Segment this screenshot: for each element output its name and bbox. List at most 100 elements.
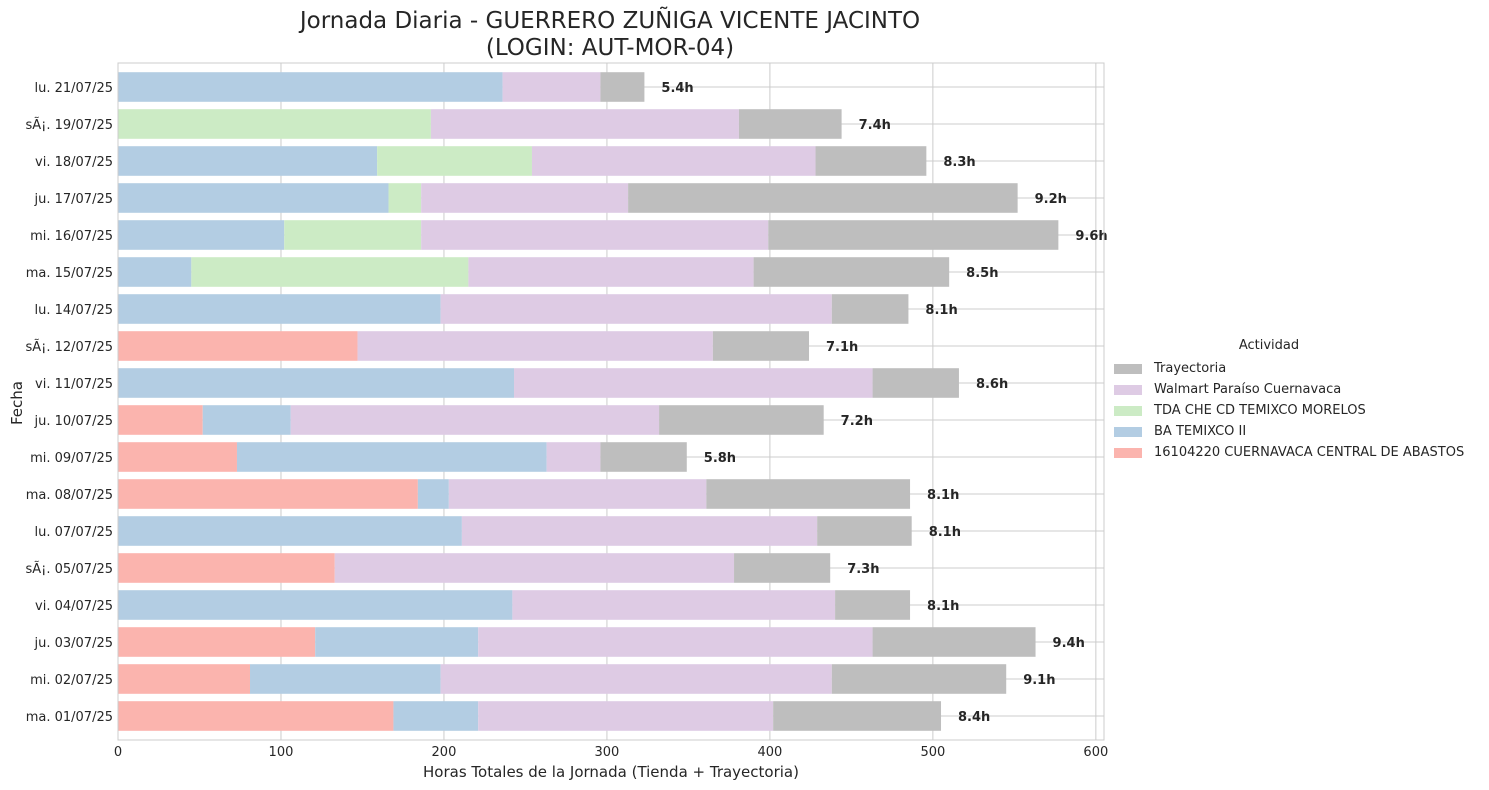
bar-segment (388, 183, 422, 213)
bar-segment (831, 294, 909, 324)
bar-segment (440, 664, 832, 694)
bar-segment (468, 257, 754, 287)
y-tick-label: ma. 08/07/25 (26, 488, 113, 503)
total-label: 7.3h (847, 562, 879, 577)
bar-segment (118, 183, 389, 213)
bar-segment (421, 183, 629, 213)
legend-label: Trayectoria (1154, 361, 1227, 376)
total-label: 7.2h (841, 414, 873, 429)
x-tick-label: 600 (1083, 745, 1108, 760)
total-label: 8.1h (927, 599, 959, 614)
y-tick-label: sÃ¡. 12/07/25 (25, 339, 113, 355)
bar-segment (440, 294, 832, 324)
total-labels: 5.4h 7.4h 8.3h 9.2h 9.6h 8.5h 8.1h 7.1h 8.6h 7.2h… (661, 81, 1107, 725)
bar-segment (118, 553, 335, 583)
legend-swatch (1114, 363, 1142, 374)
total-label: 9.2h (1035, 192, 1067, 207)
legend-item: Trayectoria (1114, 358, 1484, 379)
bar-segment (334, 553, 735, 583)
chart-title-line-1: Jornada Diaria - GUERRERO ZUÑIGA VICENTE… (298, 6, 920, 34)
bar-segment (512, 590, 836, 620)
bar-segment (712, 331, 810, 361)
y-tick-label: vi. 11/07/25 (35, 377, 113, 392)
x-tick-label: 0 (114, 745, 122, 760)
total-label: 8.1h (927, 488, 959, 503)
bar-segment (118, 664, 251, 694)
bar-segment (118, 405, 203, 435)
bar-segment (753, 257, 950, 287)
legend-item: Walmart Paraíso Cuernavaca (1114, 379, 1484, 400)
total-label: 7.1h (826, 340, 858, 355)
y-tick-label: ju. 10/07/25 (33, 414, 113, 429)
bar-segment (421, 220, 769, 250)
bar-segment (118, 442, 237, 472)
bars (118, 72, 1059, 731)
y-tick-label: lu. 21/07/25 (34, 81, 113, 96)
legend-items: Trayectoria Walmart Paraíso Cuernavaca TDA… (1114, 358, 1484, 463)
bar-segment (514, 368, 873, 398)
bar-segment (118, 220, 285, 250)
bar-segment (872, 368, 959, 398)
total-label: 9.1h (1023, 673, 1055, 688)
y-tick-label: ju. 03/07/25 (33, 636, 113, 651)
bar-segment (118, 72, 503, 102)
bar-segment (377, 146, 532, 176)
y-tick-label: ma. 01/07/25 (26, 710, 113, 725)
x-tick-label: 100 (269, 745, 294, 760)
bar-segment (393, 701, 479, 731)
legend-swatch (1114, 426, 1142, 437)
legend-label: TDA CHE CD TEMIXCO MORELOS (1154, 403, 1366, 418)
bar-segment (600, 442, 687, 472)
total-label: 7.4h (859, 118, 891, 133)
plot-area (118, 63, 1104, 740)
bar-segment (118, 590, 513, 620)
bar-segment (118, 331, 358, 361)
bar-segment (768, 220, 1059, 250)
bar-segment (478, 627, 873, 657)
bar-segment (118, 294, 441, 324)
y-tick-label: ju. 17/07/25 (33, 192, 113, 207)
total-label: 8.1h (925, 303, 957, 318)
bar-segment (250, 664, 441, 694)
bar-segment (417, 479, 449, 509)
total-label: 8.3h (943, 155, 975, 170)
bar-segment (118, 701, 394, 731)
bar-segment (831, 664, 1007, 694)
y-tick-label: lu. 07/07/25 (34, 525, 113, 540)
total-label: 5.4h (661, 81, 693, 96)
y-tick-label: ma. 15/07/25 (26, 266, 113, 281)
legend-swatch (1114, 384, 1142, 395)
bar-segment (815, 146, 927, 176)
bar-segment (659, 405, 824, 435)
x-axis-title: Horas Totales de la Jornada (Tienda + Tr… (423, 763, 799, 781)
legend-title: Actividad (1238, 338, 1300, 353)
bar-segment (118, 627, 316, 657)
bar-segment (118, 368, 515, 398)
total-label: 5.8h (704, 451, 736, 466)
bar-segment (191, 257, 469, 287)
y-tick-label: mi. 16/07/25 (30, 229, 113, 244)
bar-segment (315, 627, 479, 657)
bar-segment (284, 220, 422, 250)
legend-item: 16104220 CUERNAVACA CENTRAL DE ABASTOS (1114, 442, 1484, 463)
x-tick-labels: 0 100 200 300 400 500 600 (114, 745, 1108, 760)
x-tick-label: 400 (757, 745, 782, 760)
bar-segment (817, 516, 912, 546)
y-tick-label: mi. 09/07/25 (30, 451, 113, 466)
bar-segment (430, 109, 739, 139)
legend-item: BA TEMIXCO II (1114, 421, 1484, 442)
bar-segment (628, 183, 1018, 213)
bar-segment (546, 442, 601, 472)
bar-segment (461, 516, 818, 546)
bar-segment (118, 516, 462, 546)
bar-segment (290, 405, 660, 435)
bar-segment (118, 479, 418, 509)
y-tick-label: vi. 04/07/25 (35, 599, 113, 614)
x-tick-label: 500 (920, 745, 945, 760)
bar-segment (118, 109, 431, 139)
bar-segment (118, 257, 192, 287)
bar-segment (872, 627, 1036, 657)
bar-segment (478, 701, 774, 731)
y-tick-label: vi. 18/07/25 (35, 155, 113, 170)
